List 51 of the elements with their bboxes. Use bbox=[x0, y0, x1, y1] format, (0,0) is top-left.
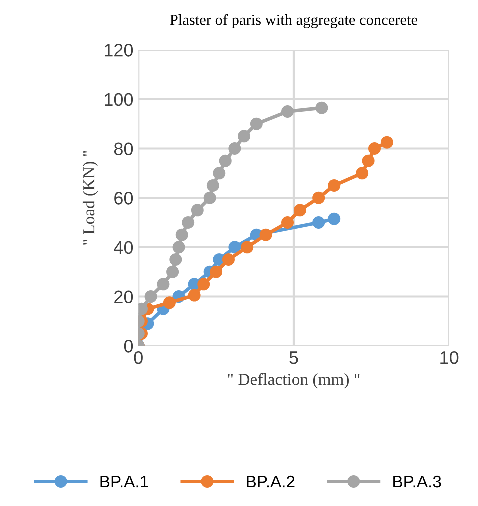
legend-label: BP.A.3 bbox=[394, 476, 442, 488]
point bbox=[356, 167, 369, 180]
point bbox=[328, 180, 341, 192]
point bbox=[228, 241, 242, 254]
point bbox=[328, 212, 341, 226]
point bbox=[166, 266, 180, 278]
point bbox=[368, 142, 381, 156]
point bbox=[241, 241, 254, 254]
point bbox=[170, 254, 182, 266]
y-tick-label: 120 bbox=[105, 44, 134, 57]
point bbox=[157, 278, 170, 291]
y-tick-label: 0 bbox=[124, 340, 134, 353]
legend-label: BP.A.1 bbox=[100, 476, 148, 488]
point bbox=[144, 290, 158, 304]
point bbox=[213, 167, 226, 180]
x-axis-title: " Deflaction (mm) " bbox=[228, 373, 360, 389]
chart-title: Plaster of paris with aggregate concerete bbox=[170, 14, 418, 28]
point bbox=[250, 118, 263, 130]
x-tick-label: 0 bbox=[134, 351, 143, 364]
point bbox=[312, 192, 326, 204]
point bbox=[163, 296, 176, 310]
y-tick-label: 20 bbox=[114, 290, 134, 304]
point bbox=[172, 241, 186, 254]
x-tick-label: 10 bbox=[440, 351, 459, 364]
point bbox=[198, 278, 210, 291]
point bbox=[222, 254, 235, 266]
point bbox=[260, 228, 272, 242]
legend-label: BP.A.2 bbox=[247, 476, 295, 488]
point bbox=[206, 180, 220, 192]
point bbox=[182, 216, 195, 230]
point bbox=[362, 154, 375, 168]
point bbox=[282, 106, 294, 118]
point bbox=[380, 136, 394, 149]
y-tick-label: 40 bbox=[114, 241, 134, 254]
point bbox=[176, 228, 188, 242]
point bbox=[204, 192, 216, 204]
point bbox=[191, 204, 204, 217]
y-tick-label: 60 bbox=[114, 192, 134, 205]
point bbox=[316, 102, 328, 114]
point bbox=[294, 204, 306, 217]
point bbox=[219, 154, 232, 168]
x-tick-label: 5 bbox=[290, 352, 298, 364]
point bbox=[210, 266, 223, 278]
point bbox=[238, 130, 251, 143]
y-tick-label: 100 bbox=[105, 93, 134, 106]
point bbox=[188, 289, 201, 302]
point bbox=[282, 216, 294, 230]
point bbox=[228, 142, 242, 156]
point bbox=[312, 216, 326, 230]
y-axis-title: " Load (KN) " bbox=[82, 151, 98, 245]
y-tick-label: 80 bbox=[114, 142, 134, 156]
